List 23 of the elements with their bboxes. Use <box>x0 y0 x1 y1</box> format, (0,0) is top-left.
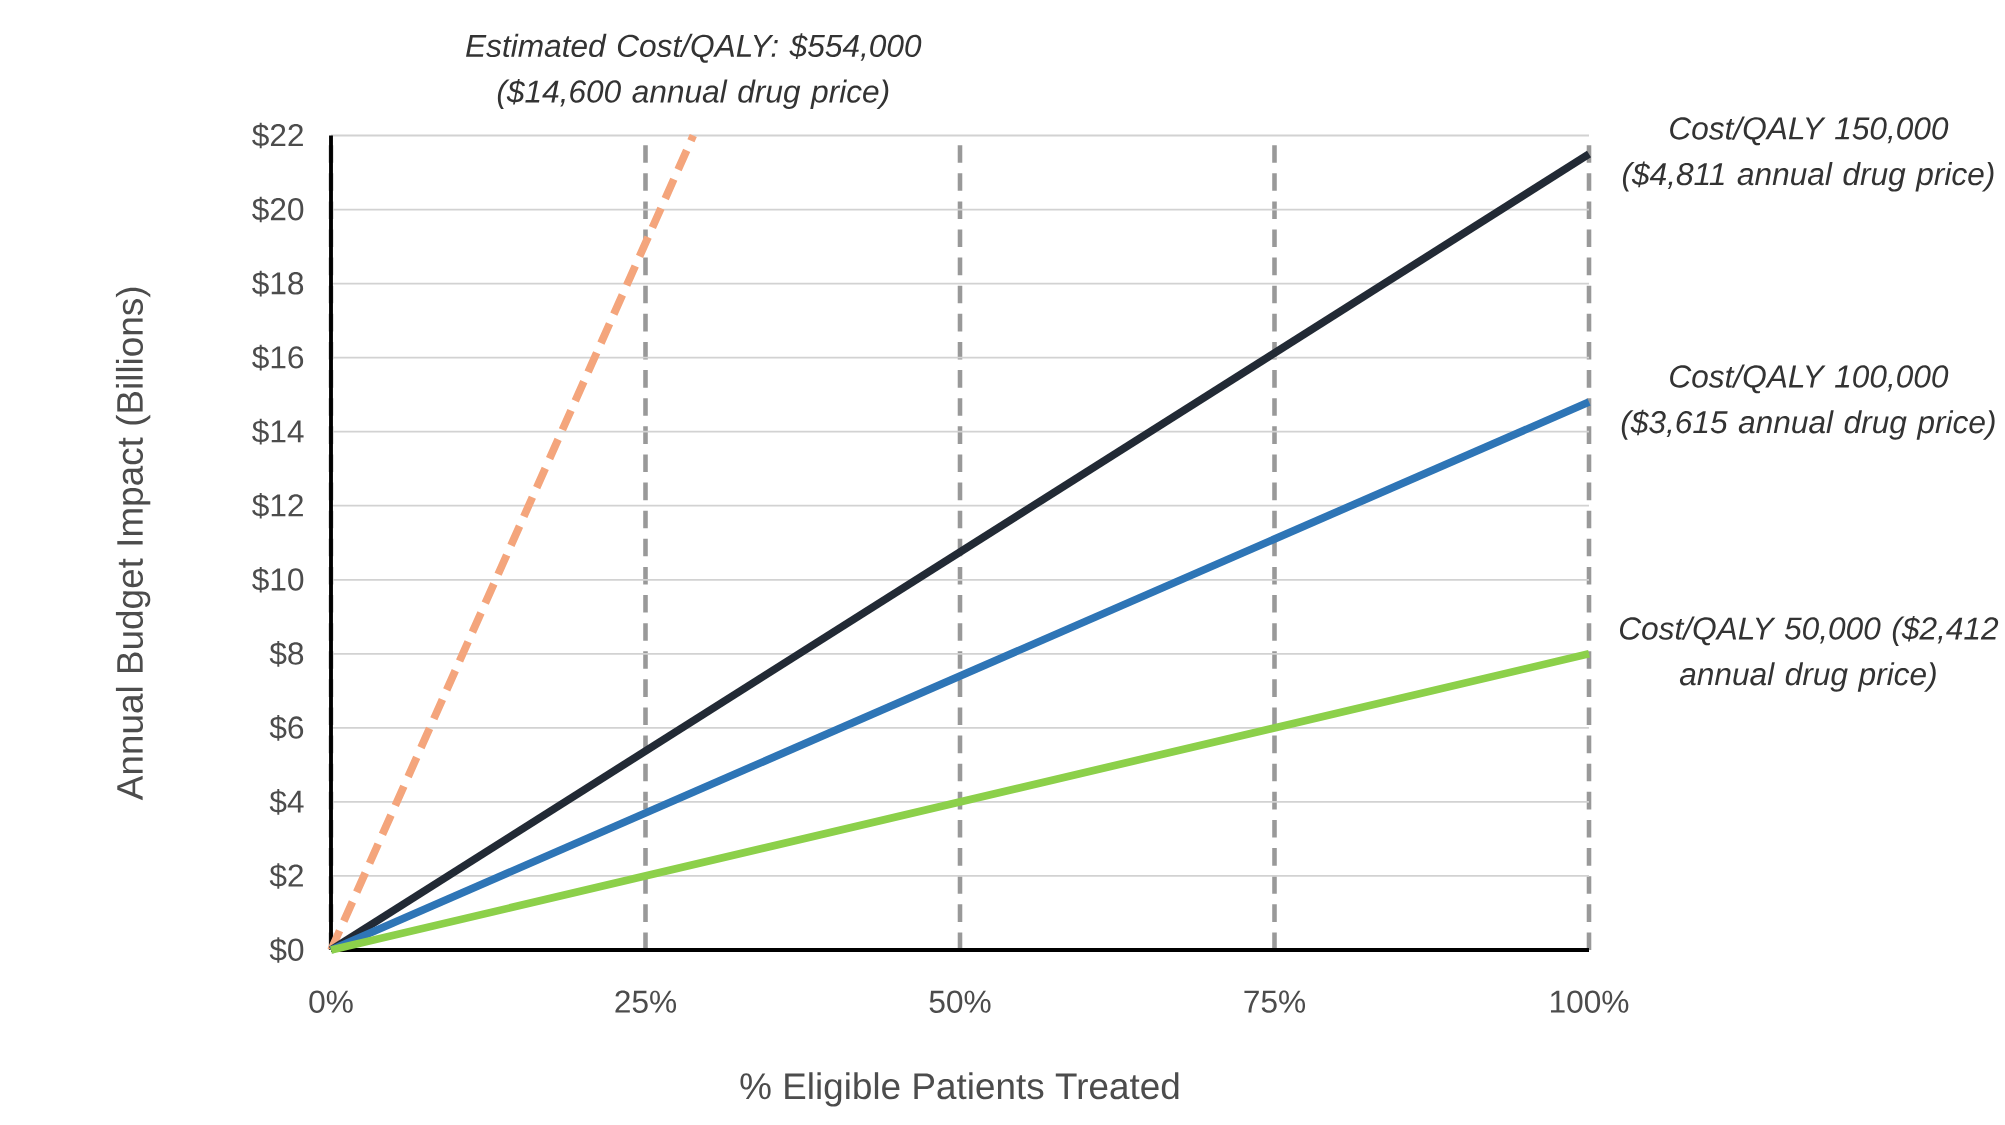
x-tick-label: 50% <box>929 990 991 1013</box>
y-tick-label: $14 <box>252 418 304 445</box>
x-tick-label: 25% <box>615 990 677 1013</box>
y-tick-label: $8 <box>269 641 304 667</box>
text: Estimated Cost/QALY: $554,000 ($14,600 annual drug price) <box>466 33 922 110</box>
y-axis-title: Annual Budget Impact (Billions) <box>115 287 151 801</box>
y-tick-label: $22 <box>252 122 303 149</box>
x-tick-label: 0% <box>309 990 353 1013</box>
y-tick-label: $0 <box>269 937 304 963</box>
y-tick-label: $2 <box>269 863 303 889</box>
series-label: Cost/QALY 150,000 ($4,811 annual drug price) <box>1622 116 1994 192</box>
x-tick-label: 75% <box>1244 990 1306 1013</box>
y-tick-label: $6 <box>269 715 304 741</box>
y-tick-label: $16 <box>252 344 304 371</box>
y-tick-label: $20 <box>252 196 304 223</box>
y-tick-label: $10 <box>252 566 304 593</box>
y-tick-label: $4 <box>269 789 304 815</box>
series-label: Cost/QALY 100,000 ($3,615 annual drug price) <box>1621 364 1995 440</box>
series-label: Cost/QALY 50,000 ($2,412 annual drug price) <box>1620 615 1999 692</box>
x-tick-label: 100% <box>1550 990 1629 1013</box>
y-tick-label: $18 <box>252 270 304 297</box>
y-tick-label: $12 <box>252 492 303 519</box>
x-axis-title: % Eligible Patients Treated <box>740 1072 1179 1107</box>
